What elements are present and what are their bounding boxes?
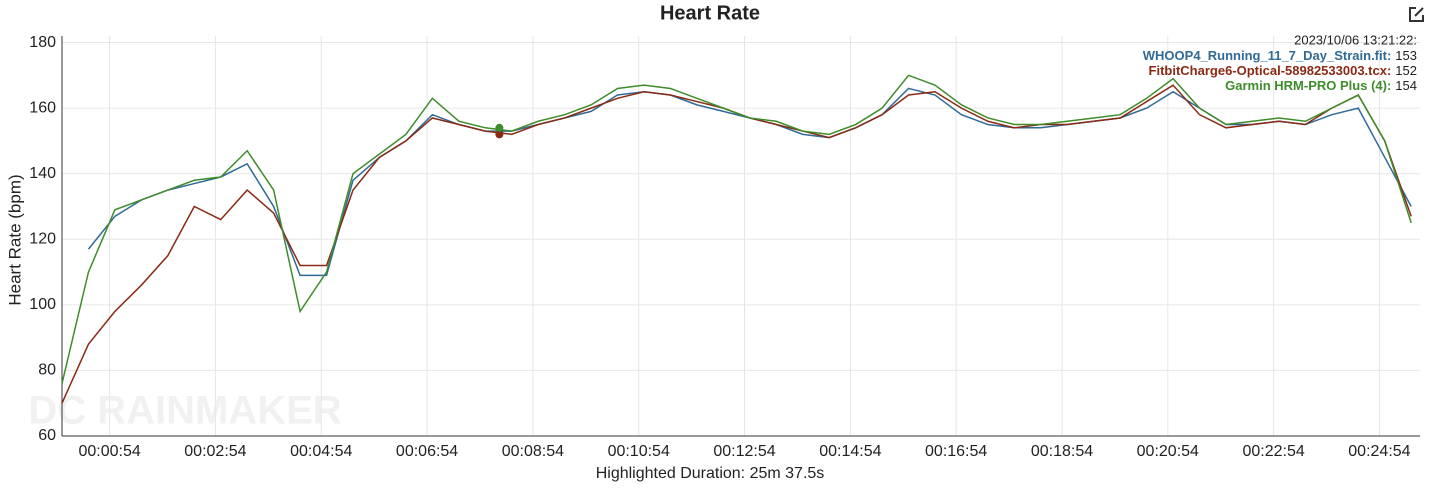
readout-separator: : bbox=[1387, 63, 1391, 78]
x-tick-label: 00:08:54 bbox=[502, 443, 564, 460]
readout-value: 152 bbox=[1395, 63, 1417, 78]
readout-entry: Garmin HRM-PRO Plus (4): 154 bbox=[1225, 78, 1417, 93]
hover-dot bbox=[495, 130, 504, 139]
x-tick-label: 00:10:54 bbox=[608, 443, 670, 460]
x-tick-label: 00:24:54 bbox=[1348, 443, 1410, 460]
y-tick-label: 60 bbox=[38, 427, 56, 444]
readout-name: FitbitCharge6-Optical-58982533003.tcx bbox=[1149, 63, 1388, 78]
y-tick-label: 120 bbox=[29, 230, 56, 247]
x-tick-label: 00:20:54 bbox=[1137, 443, 1199, 460]
x-tick-label: 00:18:54 bbox=[1031, 443, 1093, 460]
x-tick-label: 00:02:54 bbox=[184, 443, 246, 460]
readout-value: 154 bbox=[1395, 78, 1417, 93]
x-tick-label: 00:00:54 bbox=[78, 443, 140, 460]
y-tick-label: 160 bbox=[29, 99, 56, 116]
series-line bbox=[61, 74, 1412, 384]
readout-separator: : bbox=[1387, 78, 1391, 93]
x-axis-label: Highlighted Duration: 25m 37.5s bbox=[596, 465, 825, 482]
x-tick-label: 00:06:54 bbox=[396, 443, 458, 460]
x-tick-label: 00:12:54 bbox=[713, 443, 775, 460]
y-tick-label: 140 bbox=[29, 165, 56, 182]
readout-entry: FitbitCharge6-Optical-58982533003.tcx: 15… bbox=[1149, 63, 1417, 78]
watermark: DC RAINMAKER bbox=[28, 389, 341, 433]
readout-name: Garmin HRM-PRO Plus (4) bbox=[1225, 78, 1387, 93]
x-tick-label: 00:22:54 bbox=[1242, 443, 1304, 460]
y-tick-label: 180 bbox=[29, 34, 56, 51]
readout-separator: : bbox=[1387, 48, 1391, 63]
y-axis-label: Heart Rate (bpm) bbox=[5, 174, 24, 305]
x-tick-label: 00:16:54 bbox=[925, 443, 987, 460]
edit-icon-box bbox=[1409, 7, 1424, 22]
chart-title: Heart Rate bbox=[660, 2, 760, 24]
readout-time: 2023/10/06 13:21:22: bbox=[1294, 32, 1417, 47]
readout-entry: WHOOP4_Running_11_7_Day_Strain.fit: 153 bbox=[1143, 48, 1417, 63]
y-tick-label: 100 bbox=[29, 296, 56, 313]
edit-icon[interactable] bbox=[1409, 7, 1424, 22]
readout-value: 153 bbox=[1395, 48, 1417, 63]
x-tick-label: 00:04:54 bbox=[290, 443, 352, 460]
readout-name: WHOOP4_Running_11_7_Day_Strain.fit bbox=[1143, 48, 1388, 63]
hover-dot bbox=[495, 123, 504, 132]
edit-icon-pen bbox=[1414, 7, 1424, 17]
x-tick-label: 00:14:54 bbox=[819, 443, 881, 460]
series-line bbox=[61, 84, 1412, 404]
y-tick-label: 80 bbox=[38, 362, 56, 379]
